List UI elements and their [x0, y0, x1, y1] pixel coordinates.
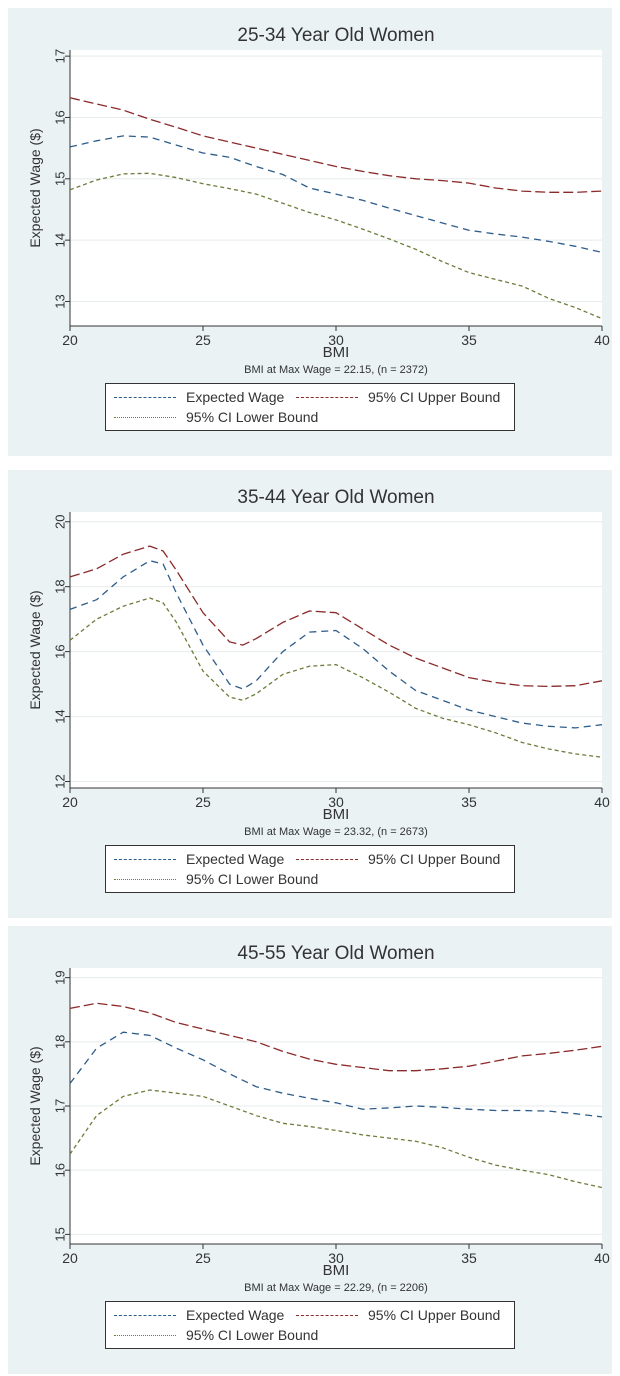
- legend-swatch: [114, 396, 176, 398]
- legend-swatch: [114, 858, 176, 860]
- chart-panel-1: 20 25 30 35 40 13 14 15 16 17 25-34 Year Old Wome…: [8, 8, 612, 456]
- legend-item-expected-wage: Expected Wage: [114, 1306, 284, 1324]
- chart-note: BMI at Max Wage = 22.15, (n = 2372): [244, 364, 428, 376]
- y-axis-label: Expected Wage ($): [27, 590, 43, 709]
- legend-label: 95% CI Upper Bound: [368, 851, 501, 867]
- y-tick-label: 12: [53, 774, 68, 788]
- x-tick-label: 35: [461, 1250, 477, 1266]
- legend: Expected Wage 95% CI Upper Bound 95% CI …: [105, 845, 515, 893]
- legend-item-lower-bound: 95% CI Lower Bound: [114, 408, 318, 426]
- plot-area: [70, 50, 602, 326]
- y-tick-label: 16: [53, 110, 68, 124]
- x-axis-label: BMI: [323, 806, 350, 823]
- legend-label: Expected Wage: [186, 389, 285, 405]
- y-tick-label: 13: [53, 294, 68, 308]
- series-line-expected-wage: [69, 560, 603, 729]
- legend-swatch: [114, 1334, 176, 1336]
- legend-label: 95% CI Lower Bound: [186, 1327, 319, 1343]
- legend-swatch: [296, 396, 358, 398]
- y-tick-label: 14: [53, 709, 68, 723]
- x-tick-label: 35: [461, 332, 477, 348]
- chart-panel-2: 20 25 30 35 40 12 14 16 18 20 35-44 Year Old Wome…: [8, 470, 612, 918]
- series-line-95-ci-lower-bound: [69, 1089, 603, 1189]
- series-line-expected-wage: [69, 135, 603, 254]
- x-tick-label: 20: [62, 794, 78, 810]
- series-line-95-ci-lower-bound: [69, 597, 603, 758]
- chart-title: 35-44 Year Old Women: [237, 487, 434, 508]
- series-line-95-ci-lower-bound: [69, 172, 603, 320]
- x-tick-label: 30: [328, 332, 344, 348]
- legend: Expected Wage 95% CI Upper Bound 95% CI …: [105, 383, 515, 431]
- chart-title: 25-34 Year Old Women: [237, 25, 434, 46]
- x-tick-label: 20: [62, 1250, 78, 1266]
- x-axis-label: BMI: [323, 1262, 350, 1279]
- y-tick-label: 17: [53, 49, 68, 63]
- x-tick-label: 30: [328, 794, 344, 810]
- legend-swatch: [296, 858, 358, 860]
- chart-note: BMI at Max Wage = 22.29, (n = 2206): [244, 1282, 428, 1294]
- x-tick-label: 35: [461, 794, 477, 810]
- legend-swatch: [114, 1314, 176, 1316]
- x-axis-label: BMI: [323, 344, 350, 361]
- legend-swatch: [114, 416, 176, 418]
- legend-item-upper-bound: 95% CI Upper Bound: [296, 388, 500, 406]
- series-line-expected-wage: [69, 1031, 603, 1118]
- legend-item-lower-bound: 95% CI Lower Bound: [114, 870, 318, 888]
- legend-label: 95% CI Upper Bound: [368, 1307, 501, 1323]
- x-tick-label: 40: [594, 332, 610, 348]
- y-tick-label: 19: [53, 970, 68, 984]
- legend-item-expected-wage: Expected Wage: [114, 388, 284, 406]
- y-axis-label: Expected Wage ($): [27, 1046, 43, 1165]
- chart-svg-2: 20 25 30 35 40 12 14 16 18 20 35-44 Year Old Wome…: [27, 487, 610, 838]
- y-tick-label: 14: [53, 233, 68, 247]
- y-axis-label: Expected Wage ($): [27, 128, 43, 247]
- legend: Expected Wage 95% CI Upper Bound 95% CI …: [105, 1301, 515, 1349]
- legend-label: Expected Wage: [186, 851, 285, 867]
- legend-label: 95% CI Upper Bound: [368, 389, 501, 405]
- legend-swatch: [114, 878, 176, 880]
- x-tick-label: 25: [195, 1250, 211, 1266]
- legend-label: 95% CI Lower Bound: [186, 871, 319, 887]
- legend-label: Expected Wage: [186, 1307, 285, 1323]
- series-line-95-ci-upper-bound: [69, 97, 603, 193]
- x-tick-label: 25: [195, 332, 211, 348]
- x-tick-label: 40: [594, 794, 610, 810]
- y-tick-label: 18: [53, 1035, 68, 1049]
- x-tick-label: 20: [62, 332, 78, 348]
- chart-panel-3: 20 25 30 35 40 15 16 17 18 19 45-55 Year Old Wome…: [8, 926, 612, 1374]
- y-tick-label: 15: [53, 172, 68, 186]
- legend-label: 95% CI Lower Bound: [186, 409, 319, 425]
- y-tick-label: 16: [53, 644, 68, 658]
- x-tick-label: 25: [195, 794, 211, 810]
- legend-item-lower-bound: 95% CI Lower Bound: [114, 1326, 318, 1344]
- series-line-95-ci-upper-bound: [69, 545, 603, 688]
- plot-area: [70, 512, 602, 788]
- x-tick-label: 40: [594, 1250, 610, 1266]
- legend-item-upper-bound: 95% CI Upper Bound: [296, 1306, 500, 1324]
- y-tick-label: 20: [53, 515, 68, 529]
- x-tick-label: 30: [328, 1250, 344, 1266]
- chart-svg-1: 20 25 30 35 40 13 14 15 16 17 25-34 Year Old Wome…: [27, 25, 610, 376]
- y-tick-label: 15: [53, 1227, 68, 1241]
- chart-svg-3: 20 25 30 35 40 15 16 17 18 19 45-55 Year Old Wome…: [27, 943, 610, 1294]
- legend-item-expected-wage: Expected Wage: [114, 850, 284, 868]
- legend-swatch: [296, 1314, 358, 1316]
- y-tick-label: 17: [53, 1099, 68, 1113]
- legend-item-upper-bound: 95% CI Upper Bound: [296, 850, 500, 868]
- chart-title: 45-55 Year Old Women: [237, 943, 434, 964]
- y-tick-label: 16: [53, 1163, 68, 1177]
- y-tick-label: 18: [53, 579, 68, 593]
- series-line-95-ci-upper-bound: [69, 1002, 603, 1072]
- chart-note: BMI at Max Wage = 23.32, (n = 2673): [244, 826, 428, 838]
